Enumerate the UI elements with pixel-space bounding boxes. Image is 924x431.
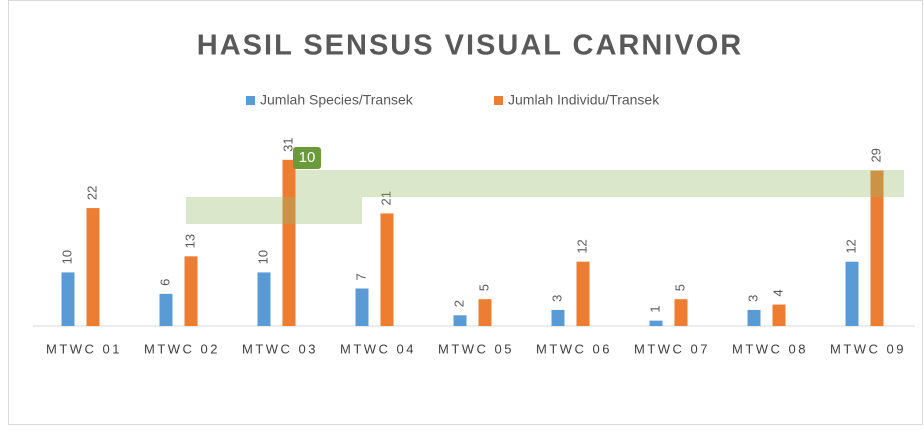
- bar: [61, 272, 75, 326]
- chart-frame: [8, 0, 923, 425]
- bar: [576, 261, 590, 326]
- legend-swatch: [246, 96, 255, 105]
- value-label: 5: [476, 284, 491, 291]
- annotation-badge: [293, 147, 321, 169]
- bar: [674, 299, 688, 326]
- bar: [845, 261, 859, 326]
- bar: [649, 320, 663, 326]
- highlight-box: [186, 197, 362, 224]
- value-label: 31: [280, 137, 295, 151]
- bar: [257, 272, 271, 326]
- highlight-box: [295, 170, 904, 197]
- x-tick-label: MTWC 05: [438, 341, 514, 356]
- bar: [355, 288, 369, 326]
- x-tick-label: MTWC 09: [830, 341, 906, 356]
- value-label: 3: [549, 295, 564, 302]
- legend-label: Jumlah Individu/Transek: [508, 92, 660, 108]
- value-label: 7: [353, 273, 368, 280]
- bar: [551, 309, 565, 326]
- bar: [380, 213, 394, 326]
- value-label: 1: [647, 305, 662, 312]
- x-tick-label: MTWC 04: [340, 341, 416, 356]
- value-label: 29: [868, 148, 883, 162]
- annotation-text: 10: [299, 149, 316, 166]
- bar: [86, 208, 100, 326]
- legend-swatch: [494, 96, 503, 105]
- bar: [282, 159, 296, 326]
- value-label: 2: [451, 300, 466, 307]
- x-tick-label: MTWC 01: [46, 341, 122, 356]
- value-label: 10: [255, 250, 270, 264]
- bar: [184, 256, 198, 326]
- x-tick-label: MTWC 02: [144, 341, 220, 356]
- value-label: 13: [182, 234, 197, 248]
- value-label: 21: [378, 191, 393, 205]
- value-label: 22: [84, 186, 99, 200]
- x-tick-label: MTWC 07: [634, 341, 710, 356]
- bar: [478, 299, 492, 326]
- bar: [747, 309, 761, 326]
- legend-label: Jumlah Species/Transek: [260, 92, 414, 108]
- value-label: 6: [157, 279, 172, 286]
- value-label: 4: [770, 289, 785, 296]
- x-tick-label: MTWC 06: [536, 341, 612, 356]
- x-tick-label: MTWC 08: [732, 341, 808, 356]
- chart-title: HASIL SENSUS VISUAL CARNIVOR: [197, 30, 743, 62]
- bar: [870, 170, 884, 326]
- value-label: 10: [59, 250, 74, 264]
- bar: [772, 304, 786, 326]
- value-label: 12: [843, 239, 858, 253]
- value-label: 3: [745, 295, 760, 302]
- value-label: 5: [672, 284, 687, 291]
- bar: [159, 293, 173, 326]
- x-tick-label: MTWC 03: [242, 341, 318, 356]
- value-label: 12: [574, 239, 589, 253]
- bar: [453, 315, 467, 326]
